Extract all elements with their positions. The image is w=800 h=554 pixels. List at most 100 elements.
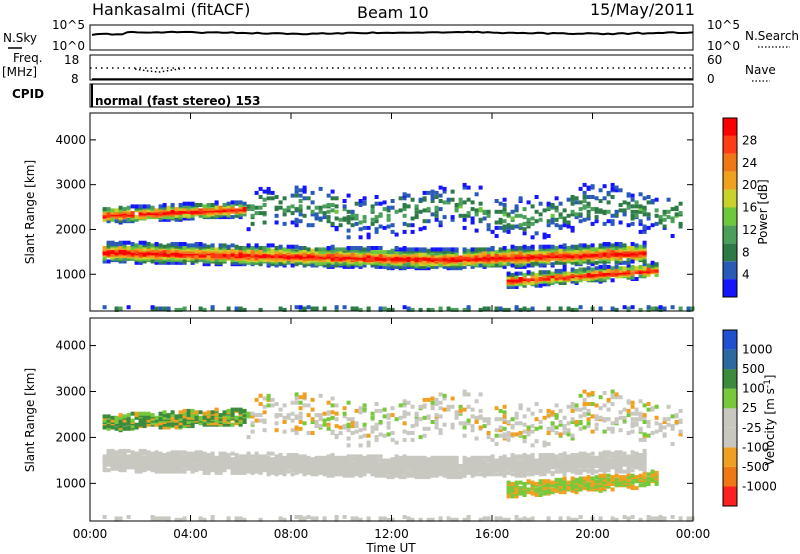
velocity-cell: [126, 413, 131, 418]
power-cell: [266, 247, 271, 252]
power-cell: [230, 203, 235, 207]
power-cell: [546, 234, 551, 238]
power-cell: [370, 246, 375, 250]
velocity-cell: [174, 414, 179, 419]
power-cell: [322, 215, 327, 220]
velocity-cell: [570, 433, 575, 438]
velocity-cell: [370, 429, 375, 434]
power-cell: [486, 223, 491, 228]
velocity-cell: [254, 458, 259, 463]
velocity-cell: [198, 415, 203, 420]
velocity-cell: [278, 453, 283, 457]
power-cell: [370, 208, 375, 213]
power-cell: [158, 204, 163, 209]
power-cell: [418, 227, 423, 232]
power-cell: [294, 262, 299, 267]
velocity-cell: [326, 470, 331, 475]
velocity-cell: [282, 455, 287, 460]
power-cell: [374, 250, 379, 255]
velocity-cell: [310, 431, 315, 435]
power-cell: [642, 224, 647, 229]
power-cell: [246, 227, 251, 232]
power-cell: [318, 247, 323, 252]
power-cell: [554, 260, 559, 265]
power-cell: [242, 307, 247, 312]
power-cell: [494, 306, 499, 311]
velocity-cell: [134, 458, 139, 463]
power-cell: [314, 205, 319, 210]
power-cell: [554, 250, 559, 255]
velocity-cell: [254, 418, 259, 423]
velocity-cell: [382, 433, 387, 438]
velocity-cell: [250, 429, 255, 434]
power-cell: [610, 306, 615, 311]
power-cell: [190, 259, 195, 264]
power-cell: [558, 306, 563, 311]
velocity-cell: [502, 517, 507, 522]
velocity-cell: [486, 458, 491, 463]
velocity-cell: [510, 458, 515, 463]
velocity-cell: [374, 437, 379, 442]
velocity-cell: [162, 415, 167, 420]
power-cell: [274, 250, 279, 255]
velocity-cell: [182, 420, 187, 424]
power-cell: [258, 248, 263, 253]
power-cell: [418, 307, 423, 312]
velocity-cell: [146, 415, 151, 420]
power-cell: [630, 242, 635, 246]
velocity-cell: [430, 403, 435, 408]
velocity-cell: [386, 468, 391, 473]
power-cell: [510, 272, 515, 277]
velocity-cell: [218, 451, 223, 456]
power-cell: [546, 247, 551, 252]
velocity-cell: [378, 420, 383, 424]
power-cell: [462, 225, 467, 230]
velocity-cell: [186, 455, 191, 460]
velocity-cell: [526, 517, 531, 522]
velocity-cell: [510, 432, 515, 437]
velocity-cell: [346, 443, 351, 448]
velocity-cell: [450, 422, 455, 427]
velocity-cell: [546, 479, 551, 484]
velocity-cell: [298, 420, 303, 424]
velocity-cell: [562, 424, 567, 429]
power-cell: [606, 200, 611, 205]
velocity-cell: [382, 458, 387, 463]
power-cell: [230, 243, 235, 248]
velocity-cell: [130, 424, 135, 429]
power-cell: [610, 182, 615, 187]
colorbar-swatch: [723, 243, 737, 262]
power-cell: [574, 200, 579, 205]
velocity-cell: [518, 468, 523, 473]
velocity-cell: [494, 417, 499, 422]
power-cell: [102, 259, 107, 264]
power-cell: [606, 258, 611, 263]
power-cell: [182, 201, 187, 206]
power-cell: [110, 208, 115, 213]
power-cell: [266, 189, 271, 194]
power-cell: [434, 251, 439, 256]
velocity-cell: [354, 429, 359, 434]
power-cell: [346, 220, 351, 225]
velocity-cell: [558, 482, 563, 486]
power-cell: [642, 205, 647, 210]
power-cell: [182, 216, 187, 221]
power-cell: [230, 215, 235, 220]
power-cell: [614, 188, 619, 193]
velocity-cell: [502, 426, 507, 431]
velocity-cell: [358, 435, 363, 440]
velocity-cell: [158, 516, 163, 521]
power-cell: [558, 272, 563, 277]
power-cell: [114, 215, 119, 220]
velocity-cell: [558, 477, 563, 482]
velocity-cell: [158, 411, 163, 416]
power-cell: [134, 250, 139, 255]
power-cell: [646, 305, 651, 310]
velocity-cell: [430, 473, 435, 478]
power-cell: [410, 252, 415, 257]
power-cell: [666, 209, 671, 214]
power-cell: [414, 213, 419, 218]
velocity-cell: [558, 469, 563, 474]
velocity-cell: [218, 457, 223, 462]
power-cell: [410, 216, 415, 221]
